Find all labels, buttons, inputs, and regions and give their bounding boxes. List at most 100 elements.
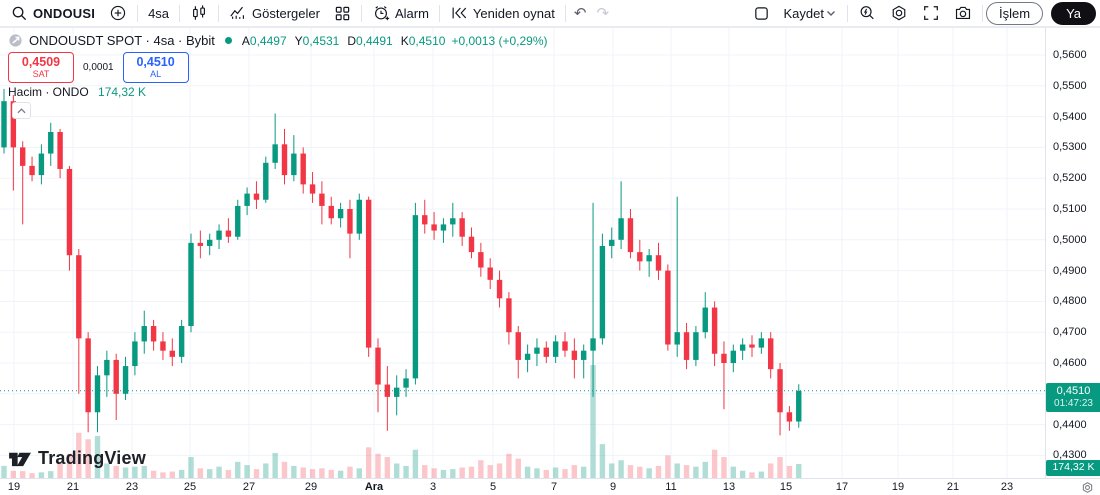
candle-body — [496, 279, 503, 299]
candle — [291, 135, 297, 182]
candle-body — [319, 193, 325, 206]
price-chart[interactable] — [0, 28, 1045, 478]
symbol-title[interactable]: ONDOUSDT SPOT · 4sa · Bybit — [29, 33, 215, 48]
volume-bar — [309, 469, 316, 478]
candle-body — [562, 341, 568, 351]
candle — [515, 326, 521, 379]
volume-bar — [777, 457, 783, 478]
candle-body — [749, 344, 755, 348]
settings-button[interactable] — [883, 1, 915, 25]
volume-bar — [384, 457, 391, 478]
indicator-templates-button[interactable] — [327, 2, 358, 25]
fullscreen-button[interactable] — [915, 1, 947, 25]
sell-button[interactable]: 0,4509 SAT — [8, 52, 74, 83]
candle — [309, 172, 316, 203]
candle — [197, 230, 204, 259]
volume-bar — [758, 471, 765, 478]
candle — [235, 199, 241, 240]
candle-body — [365, 199, 372, 348]
volume-bar — [300, 467, 306, 478]
candle — [132, 332, 138, 376]
compare-add-symbol-button[interactable] — [102, 1, 134, 25]
volume-bar — [749, 472, 755, 478]
candle — [356, 193, 362, 240]
candle-body — [188, 242, 194, 327]
volume-legend: Hacim · ONDO 174,32 K — [8, 85, 146, 99]
candle-body — [132, 341, 138, 367]
candle-body — [207, 239, 213, 246]
candle — [468, 227, 475, 259]
low-value: 0,4491 — [356, 33, 393, 48]
indicators-label: Göstergeler — [252, 5, 320, 21]
volume-bar — [160, 472, 166, 478]
save-layout-menu-button[interactable] — [825, 4, 844, 22]
chart-type-button[interactable] — [183, 1, 215, 25]
publish-button[interactable]: Ya — [1051, 1, 1096, 25]
redo-button[interactable]: ↷ — [591, 3, 614, 24]
volume-bar — [113, 465, 119, 478]
interval-button[interactable]: 4sa — [141, 3, 176, 24]
alert-button[interactable]: Alarm — [365, 1, 436, 25]
candle — [29, 156, 35, 182]
candle-body — [150, 326, 157, 342]
candle-body — [552, 341, 559, 357]
price-axis[interactable]: 0,4510 01:47:23 174,32 K 0,5600 0,5500 0,5… — [1045, 28, 1100, 478]
price-tick-label: 0,4800 — [1053, 295, 1087, 308]
candle-body — [702, 307, 708, 333]
save-layout-button[interactable]: Kaydet — [777, 3, 831, 24]
legend-collapse-button[interactable] — [12, 102, 31, 119]
time-tick-label: 21 — [946, 481, 960, 493]
settings-gear-icon — [890, 4, 908, 22]
bar-countdown: 01:47:23 — [1054, 397, 1093, 409]
volume-bar — [599, 444, 606, 478]
candle-body — [384, 384, 391, 397]
volume-bar — [29, 473, 35, 478]
undo-button[interactable]: ↶ — [569, 3, 592, 24]
candle — [487, 258, 493, 290]
snapshot-camera-button[interactable] — [947, 1, 979, 25]
volume-bar — [655, 465, 662, 478]
candle — [768, 332, 774, 379]
buy-label: AL — [150, 69, 162, 79]
candle-body — [66, 168, 73, 256]
volume-bar — [20, 471, 26, 478]
buy-button[interactable]: 0,4510 AL — [122, 52, 189, 83]
volume-bar — [38, 472, 45, 478]
volume-bar — [515, 458, 521, 478]
candle — [394, 375, 400, 416]
axis-settings-gear-icon[interactable] — [1081, 481, 1094, 494]
candle — [300, 147, 306, 194]
price-tick-label: 0,4300 — [1053, 449, 1087, 462]
time-tick-label: 23 — [125, 481, 139, 493]
chart-legend: ONDOUSDT SPOT · 4sa · Bybit A0,4497 Y0,4… — [8, 33, 548, 48]
volume-bar — [581, 466, 587, 478]
trade-button[interactable]: İşlem — [986, 1, 1044, 25]
replay-button[interactable]: Yeniden oynat — [443, 1, 562, 25]
symbol-search-button[interactable]: ONDOUSI — [4, 2, 102, 25]
candle — [796, 384, 802, 428]
layout-select-button[interactable] — [746, 2, 777, 25]
interval-label: 4sa — [148, 5, 170, 21]
volume-bar — [487, 465, 493, 478]
candle — [272, 113, 278, 169]
volume-bar — [104, 463, 110, 478]
volume-bar — [440, 469, 447, 478]
candle-body — [104, 359, 110, 376]
candle-body — [515, 332, 521, 360]
quick-search-button[interactable] — [851, 1, 883, 25]
candle — [150, 319, 157, 351]
candle-body — [197, 242, 204, 246]
candle-body — [543, 347, 549, 357]
camera-icon — [954, 4, 972, 22]
candle-body — [590, 338, 596, 351]
spread-value: 0,0001 — [81, 61, 116, 74]
candle-body — [375, 347, 381, 385]
candle — [450, 202, 456, 237]
trade-buttons-row: 0,4509 SAT 0,0001 0,4510 AL — [8, 52, 189, 83]
time-tick-label: 19 — [7, 481, 21, 493]
candle — [57, 128, 63, 179]
volume-bar — [10, 470, 17, 478]
time-axis[interactable]: 19 21 23 25 27 29 Ara 3 5 7 9 11 13 15 17 19 21 23 — [0, 478, 1100, 495]
chart-pane: ONDOUSDT SPOT · 4sa · Bybit A0,4497 Y0,4… — [0, 28, 1045, 478]
indicators-button[interactable]: Göstergeler — [222, 1, 327, 25]
